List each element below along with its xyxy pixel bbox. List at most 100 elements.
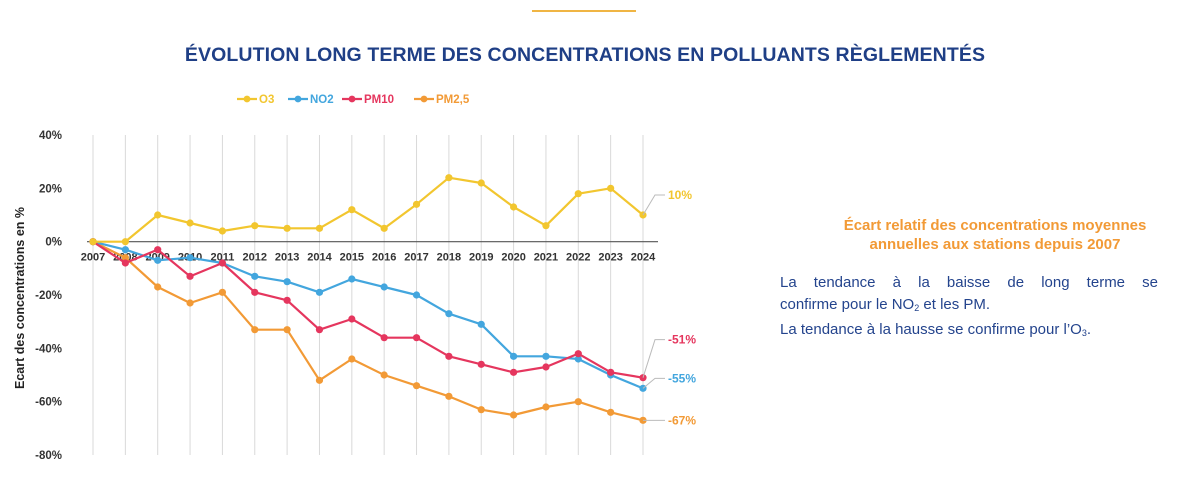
end-label-pm2-5: -67% [668, 413, 696, 427]
data-point-no2 [121, 246, 129, 254]
data-point-pm2-5 [412, 382, 421, 390]
note-line-2-prefix: confirme pour le NO [780, 296, 915, 313]
data-point-pm10 [121, 259, 129, 267]
y-tick-label: -80% [35, 450, 62, 462]
data-point-o3 [445, 174, 453, 182]
leader-line-no2 [642, 377, 665, 389]
y-axis: -80% -60% -40% -20% 0% 20% 40% [35, 130, 62, 462]
note-heading-line-1: Écart relatif des concentrations moyenne… [843, 217, 1147, 234]
x-tick-label-2007: 2007 [81, 252, 105, 264]
data-point-pm10 [477, 360, 485, 368]
legend-marker-o3 [243, 95, 251, 103]
data-point-pm10 [154, 246, 162, 254]
data-point-pm2-5 [542, 403, 550, 411]
data-point-o3 [89, 238, 97, 246]
data-point-pm10 [251, 288, 259, 296]
data-point-pm2-5 [315, 376, 324, 384]
x-tick-label-2023: 2023 [598, 252, 622, 264]
data-point-pm10 [380, 334, 388, 342]
page-title: ÉVOLUTION LONG TERME DES CONCENTRATIONS … [184, 44, 986, 66]
data-point-pm2-5 [154, 283, 162, 291]
data-point-pm10 [348, 315, 356, 323]
data-point-o3 [477, 179, 485, 187]
note-line-1: La tendance à la baisse de long terme se [780, 274, 1158, 291]
end-labels: 10% -55% -51% -67% [642, 188, 696, 427]
note-line-2-suffix: et les PM. [919, 296, 991, 313]
note-heading: Écart relatif des concentrations moyenne… [760, 216, 1200, 254]
legend-marker-pm2-5 [420, 95, 428, 103]
data-point-pm10 [509, 368, 518, 376]
line-chart: O3 NO2 PM10 PM2,5 -80%-60%-40%-20%0%20%40% … [13, 94, 696, 462]
series-o3 [89, 174, 647, 246]
data-point-o3 [154, 211, 162, 219]
x-tick-label-2014: 2014 [307, 252, 332, 264]
data-point-no2 [380, 283, 388, 291]
legend-label-pm2-5: PM2,5 [436, 94, 470, 106]
x-tick-label-2012: 2012 [243, 252, 267, 264]
x-tick-label-2021: 2021 [534, 252, 558, 264]
data-point-pm2-5 [348, 355, 356, 363]
end-label-pm10: -51% [668, 333, 696, 347]
no2-subscript: 2 [914, 303, 920, 313]
data-point-no2 [542, 352, 550, 360]
y-tick-label: -60% [35, 397, 62, 409]
o3-subscript: 3 [1081, 328, 1087, 338]
data-point-pm2-5 [509, 411, 518, 419]
data-point-pm2-5 [574, 398, 582, 406]
leader-line-o3 [642, 194, 665, 216]
data-point-o3 [380, 224, 388, 232]
data-point-o3 [607, 184, 615, 192]
x-tick-label-2011: 2011 [210, 252, 234, 264]
data-point-no2 [315, 288, 324, 296]
data-point-no2 [412, 291, 421, 299]
x-tick-label-2024: 2024 [631, 252, 656, 264]
data-point-pm2-5 [283, 326, 291, 334]
note-line-3-prefix: La tendance à la hausse se confirme pour… [780, 321, 1082, 338]
y-axis-label: Ecart des concentrations en % [13, 207, 27, 389]
x-tick-label-2018: 2018 [437, 252, 461, 264]
chart-grid [92, 135, 644, 455]
data-point-o3 [218, 227, 227, 235]
y-tick-label: 20% [39, 183, 62, 195]
data-point-no2 [251, 272, 259, 280]
chart-legend: O3 NO2 PM10 PM2,5 [237, 94, 470, 106]
data-point-no2 [283, 278, 291, 286]
data-point-no2 [348, 275, 356, 283]
series-line-no2 [92, 240, 644, 390]
data-point-o3 [542, 222, 550, 230]
data-point-o3 [574, 190, 582, 198]
data-point-pm2-5 [445, 392, 453, 400]
y-tick-label: -40% [35, 343, 62, 355]
note-line-3-suffix: . [1086, 321, 1092, 338]
data-point-no2 [509, 352, 518, 360]
series-pm10 [89, 238, 647, 382]
series-line-pm2-5 [92, 240, 644, 422]
data-point-pm2-5 [477, 406, 485, 414]
data-point-pm10 [574, 350, 582, 358]
end-label-no2: -55% [668, 371, 696, 385]
y-tick-label: 0% [45, 237, 62, 249]
data-point-pm10 [283, 296, 291, 304]
data-point-pm2-5 [186, 299, 194, 307]
x-tick-label-2022: 2022 [566, 252, 590, 264]
legend-marker-no2 [294, 95, 302, 103]
note-body: La tendance à la baisse de long terme se… [780, 272, 1158, 344]
data-point-no2 [186, 254, 194, 262]
data-point-pm10 [315, 326, 324, 334]
legend-label-pm10: PM10 [364, 94, 394, 106]
x-tick-label-2016: 2016 [372, 252, 396, 264]
x-tick-label-2013: 2013 [275, 252, 299, 264]
data-point-o3 [251, 222, 259, 230]
data-point-pm10 [218, 259, 227, 267]
x-tick-label-2015: 2015 [340, 252, 364, 264]
x-tick-label-2019: 2019 [469, 252, 493, 264]
series-line-pm10 [92, 240, 644, 379]
data-point-o3 [315, 224, 324, 232]
legend-marker-pm10 [348, 95, 356, 103]
note-line-2: confirme pour le NO2 et les PM. [780, 294, 1158, 319]
chart-series [89, 174, 647, 424]
data-point-pm10 [542, 363, 550, 371]
legend-label-no2: NO2 [310, 94, 334, 106]
note-heading-line-2: annuelles aux stations depuis 2007 [869, 236, 1121, 253]
data-point-pm2-5 [380, 371, 388, 379]
